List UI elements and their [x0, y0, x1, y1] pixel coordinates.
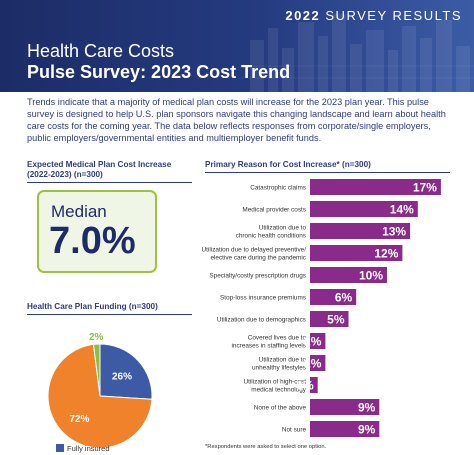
bar-category-label-8-0: Utilization due to	[259, 357, 307, 364]
bar-value-label-10: 9%	[358, 401, 376, 415]
reasons-bar-chart: Catastrophic claims 17% Medical provider c…	[202, 179, 441, 437]
pie-slice-label-1: 72%	[69, 414, 89, 425]
reasons-footnote: *Respondents were asked to select one op…	[205, 444, 327, 450]
bar-category-label-2-0: Utilization due to	[259, 225, 307, 232]
survey-results-tag: 2022 SURVEY RESULTS	[285, 8, 462, 23]
median-box: Median 7.0%	[37, 190, 157, 273]
expected-heading-line1: Expected Medical Plan Cost Increase	[27, 160, 172, 169]
section-divider	[27, 182, 192, 183]
bar-category-label-8-1: unhealthy lifestyles	[252, 365, 306, 372]
bar-value-label-3: 12%	[374, 247, 398, 261]
pie-legend: Fully insured	[56, 444, 110, 453]
page-title-line2: Pulse Survey: 2023 Cost Trend	[27, 62, 291, 82]
pie-slice-1	[47, 343, 153, 449]
section-divider	[27, 314, 192, 315]
bar-6	[310, 311, 349, 327]
city-skyline-decoration	[240, 14, 474, 92]
median-value: 7.0%	[49, 220, 136, 262]
bar-category-label-6-0: Utilization due to demographics	[217, 317, 306, 324]
legend-swatch-fully-insured	[56, 444, 64, 452]
pie-slice-label-0: 26%	[112, 371, 132, 382]
bar-category-label-7-1: increases in staffing levels	[232, 343, 306, 350]
bar-5	[310, 289, 357, 305]
legend-label-fully-insured: Fully insured	[67, 444, 110, 453]
pie-slice-2	[92, 343, 101, 397]
bar-category-label-7-0: Covered lives due to	[248, 335, 307, 342]
bar-value-label-4: 10%	[359, 269, 383, 283]
bar-category-label-3-0: Utilization due to delayed preventive/	[202, 247, 307, 254]
pie-slice-0	[99, 343, 153, 400]
bar-category-label-4-0: Specialty/costly prescription drugs	[209, 273, 306, 280]
bar-category-label-0-0: Catastrophic claims	[250, 185, 306, 192]
reasons-heading: Primary Reason for Cost Increase* (n=300…	[205, 160, 371, 169]
funding-heading: Health Care Plan Funding (n=300)	[27, 302, 158, 311]
bar-3	[310, 245, 403, 261]
pie-slice-label-2: 2%	[89, 332, 104, 343]
median-label: Median	[51, 202, 107, 221]
intro-paragraph: Trends indicate that a majority of medic…	[27, 97, 446, 143]
bar-1	[310, 201, 418, 217]
bar-2	[310, 223, 411, 239]
bar-category-label-9-0: Utilization of high-cost	[243, 379, 306, 386]
bar-category-label-10-0: None of the above	[254, 405, 307, 412]
survey-year: 2022	[285, 8, 321, 23]
bar-value-label-0: 17%	[413, 181, 437, 195]
bar-value-label-5: 6%	[335, 291, 353, 305]
expected-increase-heading: Expected Medical Plan Cost Increase (202…	[27, 160, 171, 180]
bar-10	[310, 399, 380, 415]
section-divider	[205, 172, 450, 173]
survey-tag-text: SURVEY RESULTS	[325, 8, 462, 23]
bar-value-label-8: 2%	[304, 357, 322, 371]
bar-7	[310, 333, 326, 349]
bar-category-label-1-0: Medical provider costs	[242, 207, 306, 214]
bar-value-label-11: 9%	[358, 423, 376, 437]
funding-pie-chart: 26% 72% 2%	[47, 332, 153, 449]
bar-0	[310, 179, 441, 195]
bar-value-label-7: 2%	[304, 335, 322, 349]
bar-4	[310, 267, 387, 283]
bar-value-label-6: 5%	[327, 313, 345, 327]
bar-9	[310, 377, 318, 393]
bar-category-label-5-0: Stop-loss insurance premiums	[220, 295, 306, 302]
bar-value-label-2: 13%	[382, 225, 406, 239]
bar-category-label-2-1: chronic health conditions	[236, 233, 306, 240]
bar-category-label-3-1: elective care during the pandemic	[210, 255, 306, 262]
bar-value-label-1: 14%	[390, 203, 414, 217]
bar-8	[310, 355, 326, 371]
header-banner: 2022 SURVEY RESULTS Health Care Costs Pu…	[0, 0, 474, 92]
bar-category-label-9-1: medical technology	[251, 387, 307, 394]
bar-value-label-9: 1%	[296, 379, 314, 393]
expected-heading-line2: (2022-2023) (n=300)	[27, 170, 103, 179]
page-title-line1: Health Care Costs	[27, 41, 175, 61]
bar-category-label-11-0: Not sure	[282, 427, 307, 434]
bar-11	[310, 421, 380, 437]
